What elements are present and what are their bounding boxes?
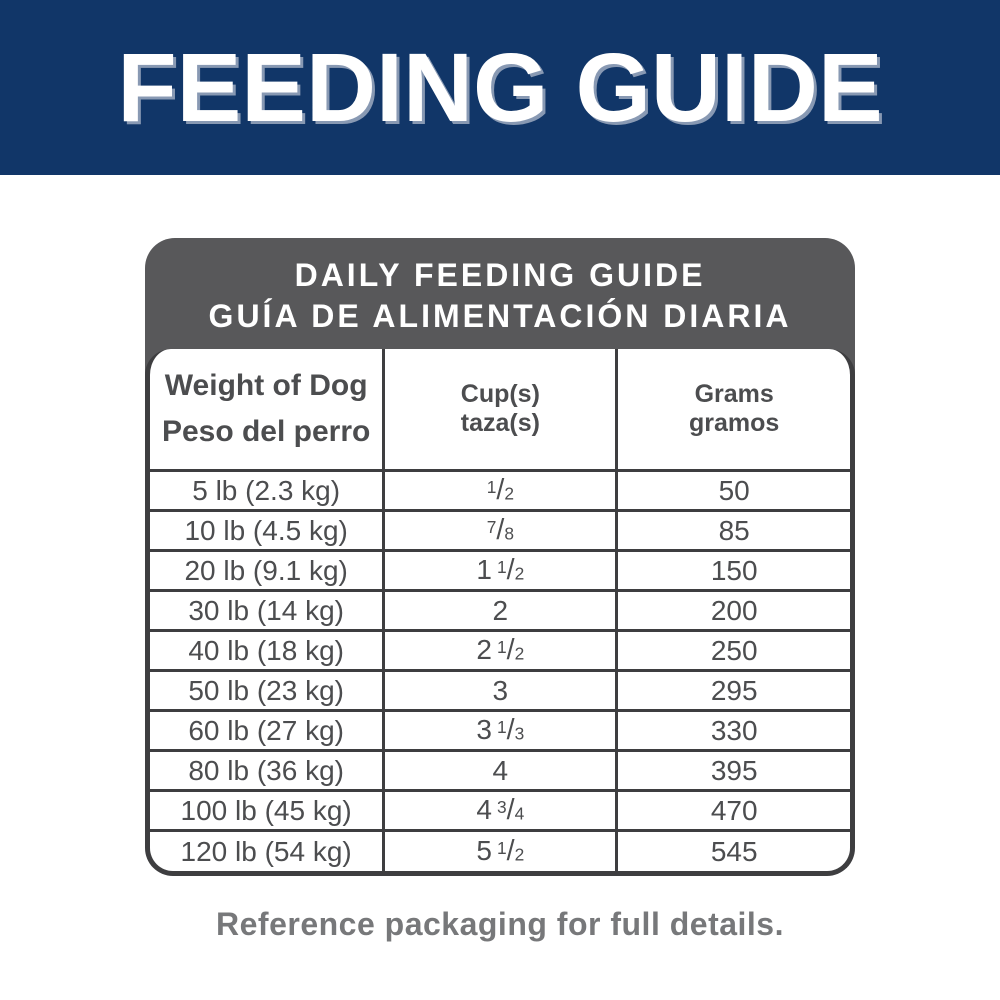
grams-cell: 545 [615, 830, 850, 871]
cups-whole: 5 [476, 835, 492, 867]
table-row: 5 lb (2.3 kg) 1/2 50 [150, 470, 850, 513]
cups-whole: 3 [476, 714, 492, 746]
fraction-denominator: 2 [514, 643, 525, 664]
table-row: 60 lb (27 kg) 3 1/3 330 [150, 710, 850, 753]
table-row: 80 lb (36 kg) 4 395 [150, 750, 850, 793]
cups-whole: 1 [476, 554, 492, 586]
table-row: 30 lb (14 kg) 2 200 [150, 590, 850, 633]
fraction-denominator: 2 [514, 844, 525, 865]
fraction-denominator: 3 [514, 723, 525, 744]
cups-whole: 3 [492, 674, 509, 706]
fraction-numerator: 1 [497, 717, 507, 738]
cups-header-en: Cup(s) [460, 379, 540, 408]
fraction-numerator: 1 [486, 477, 497, 498]
fraction-slash: / [496, 474, 505, 507]
fraction-denominator: 2 [514, 563, 525, 584]
grams-cell: 85 [615, 510, 850, 553]
fraction-slash: / [506, 714, 515, 747]
weight-cell: 30 lb (14 kg) [150, 590, 384, 633]
weight-cell: 80 lb (36 kg) [150, 750, 384, 793]
feeding-guide-banner: FEEDING GUIDE [0, 0, 1000, 175]
fraction-slash: / [506, 634, 515, 667]
column-header-cups: Cup(s) taza(s) [382, 348, 617, 473]
banner-title: FEEDING GUIDE [117, 33, 883, 142]
cups-whole: 2 [476, 634, 492, 666]
cups-cell: 2 1/2 [382, 630, 617, 673]
table-row: 120 lb (54 kg) 5 1/2 545 [150, 830, 850, 871]
fraction-denominator: 2 [504, 483, 514, 504]
cups-fraction: 1/2 [497, 835, 525, 868]
grams-cell: 295 [615, 670, 850, 713]
grams-cell: 150 [615, 550, 850, 593]
weight-cell: 40 lb (18 kg) [150, 630, 384, 673]
weight-header-en: Weight of Dog [164, 368, 368, 402]
cups-cell: 1 1/2 [382, 550, 617, 593]
cups-cell: 1/2 [382, 470, 617, 513]
cups-fraction: 1/2 [486, 474, 514, 507]
weight-cell: 50 lb (23 kg) [150, 670, 384, 713]
fraction-numerator: 7 [486, 517, 497, 538]
cups-fraction: 1/3 [497, 714, 525, 747]
table-row: 100 lb (45 kg) 4 3/4 470 [150, 790, 850, 833]
weight-header-es: Peso del perro [161, 415, 371, 449]
footer-note: Reference packaging for full details. [216, 905, 784, 942]
card-title-english: DAILY FEEDING GUIDE [294, 257, 706, 293]
cups-whole: 4 [476, 794, 492, 826]
table-row: 40 lb (18 kg) 2 1/2 250 [150, 630, 850, 673]
grams-header-en: Grams [694, 379, 774, 408]
column-header-weight: Weight of Dog Peso del perro [150, 348, 384, 473]
table-row: 20 lb (9.1 kg) 1 1/2 150 [150, 550, 850, 593]
cups-cell: 3 1/3 [382, 710, 617, 753]
fraction-slash: / [506, 835, 515, 868]
weight-cell: 120 lb (54 kg) [180, 835, 352, 867]
fraction-slash: / [506, 794, 515, 827]
weight-cell: 10 lb (4.5 kg) [150, 510, 384, 553]
fraction-denominator: 8 [504, 523, 514, 544]
table-row: 50 lb (23 kg) 3 295 [150, 670, 850, 713]
cups-cell: 5 1/2 [382, 830, 617, 871]
weight-cell: 60 lb (27 kg) [150, 710, 384, 753]
cups-fraction: 7/8 [486, 514, 514, 547]
daily-feeding-guide-card: DAILY FEEDING GUIDE GUÍA DE ALIMENTACIÓN… [145, 238, 855, 876]
grams-cell: 470 [615, 790, 850, 833]
table-header-row: Weight of Dog Peso del perro Cup(s) taza… [150, 348, 850, 473]
column-header-grams: Grams gramos [615, 348, 850, 473]
fraction-slash: / [506, 554, 515, 587]
fraction-denominator: 4 [514, 803, 525, 824]
cups-fraction: 3/4 [497, 794, 525, 827]
feeding-table-wrapper: Weight of Dog Peso del perro Cup(s) taza… [145, 348, 855, 876]
grams-cell: 330 [615, 710, 850, 753]
cups-whole: 4 [492, 754, 509, 786]
table-row: 10 lb (4.5 kg) 7/8 85 [150, 510, 850, 553]
cups-cell: 4 [382, 750, 617, 793]
cups-cell: 2 [382, 590, 617, 633]
cups-cell: 3 [382, 670, 617, 713]
cups-cell: 4 3/4 [382, 790, 617, 833]
grams-cell: 395 [615, 750, 850, 793]
feeding-table-body: 5 lb (2.3 kg) 1/2 50 10 lb (4.5 kg) 7/8 85 20 … [150, 470, 850, 871]
cups-fraction: 1/2 [497, 634, 525, 667]
cups-header-es: taza(s) [460, 409, 540, 438]
fraction-numerator: 1 [497, 637, 507, 658]
weight-cell: 20 lb (9.1 kg) [150, 550, 384, 593]
fraction-numerator: 1 [497, 837, 507, 858]
cups-fraction: 1/2 [497, 554, 525, 587]
feeding-table: Weight of Dog Peso del perro Cup(s) taza… [150, 348, 850, 871]
fraction-numerator: 3 [497, 797, 507, 818]
grams-header-es: gramos [689, 409, 780, 438]
grams-cell: 250 [615, 630, 850, 673]
grams-cell: 50 [615, 470, 850, 513]
weight-cell: 100 lb (45 kg) [150, 790, 384, 833]
fraction-slash: / [496, 514, 505, 547]
cups-cell: 7/8 [382, 510, 617, 553]
card-title-spanish: GUÍA DE ALIMENTACIÓN DIARIA [208, 297, 792, 334]
cups-whole: 2 [492, 594, 509, 626]
grams-cell: 200 [615, 590, 850, 633]
weight-cell: 5 lb (2.3 kg) [150, 470, 384, 513]
fraction-numerator: 1 [497, 557, 507, 578]
